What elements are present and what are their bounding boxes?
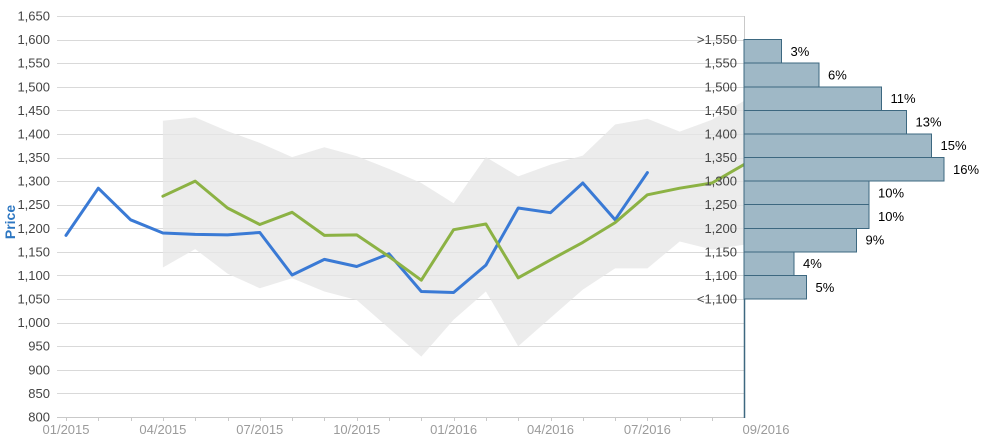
forecast-consensus-line[interactable] xyxy=(161,163,746,282)
y-axis-tick-label: 1,500 xyxy=(17,79,50,94)
histogram-bar-value-label: 13% xyxy=(916,115,942,130)
histogram-bar-value-label: 16% xyxy=(953,162,979,177)
histogram-price-label: 1,300 xyxy=(704,174,737,189)
y-axis-tick-label: 850 xyxy=(28,386,50,401)
histogram-bar-value-label: 6% xyxy=(828,67,847,82)
y-axis-tick-label: 1,450 xyxy=(17,103,50,118)
histogram-price-label: 1,250 xyxy=(704,197,737,212)
y-axis-tick-label: 900 xyxy=(28,362,50,377)
histogram-price-label: 1,150 xyxy=(704,244,737,259)
histogram-bar-value-label: 10% xyxy=(878,185,904,200)
x-axis-tick-label: 01/2016 xyxy=(430,422,477,437)
histogram-bar[interactable] xyxy=(743,275,807,300)
x-axis-tick-label: 07/2015 xyxy=(236,422,283,437)
histogram-bar-value-label: 15% xyxy=(941,138,967,153)
x-axis-tick-label: 01/2015 xyxy=(43,422,90,437)
y-axis-tick-label: 1,400 xyxy=(17,126,50,141)
histogram-bar[interactable] xyxy=(743,62,820,88)
y-axis-tick-label: 1,100 xyxy=(17,268,50,283)
histogram-price-label: 1,450 xyxy=(704,103,737,118)
histogram-bar-value-label: 4% xyxy=(803,256,822,271)
y-axis-tick-label: 1,250 xyxy=(17,197,50,212)
histogram-bar-value-label: 9% xyxy=(866,233,885,248)
y-axis-tick-label: 1,050 xyxy=(17,292,50,307)
histogram-bar[interactable] xyxy=(743,157,945,182)
y-axis-title: Price xyxy=(2,205,18,239)
histogram-price-label: 1,400 xyxy=(704,126,737,141)
x-axis-tick-label: 07/2016 xyxy=(624,422,671,437)
y-axis-tick-label: 800 xyxy=(28,410,50,425)
histogram-bar-value-label: 10% xyxy=(878,209,904,224)
histogram-price-label: 1,100 xyxy=(704,268,737,283)
histogram-bar[interactable] xyxy=(743,227,857,253)
y-axis-tick-label: 1,650 xyxy=(17,9,50,24)
histogram-price-label: 1,350 xyxy=(704,150,737,165)
y-axis-tick-label: 1,000 xyxy=(17,315,50,330)
y-axis-tick-label: 1,600 xyxy=(17,32,50,47)
histogram-price-label: <1,100 xyxy=(697,292,737,307)
historical-price-line[interactable] xyxy=(64,171,649,294)
histogram-bar[interactable] xyxy=(743,251,795,276)
y-axis-tick-label: 950 xyxy=(28,339,50,354)
y-axis-tick-label: 1,550 xyxy=(17,56,50,71)
y-axis-tick-label: 1,150 xyxy=(17,244,50,259)
y-axis-tick-label: 1,200 xyxy=(17,221,50,236)
y-axis-tick-label: 1,350 xyxy=(17,150,50,165)
histogram-price-label: 1,200 xyxy=(704,221,737,236)
forecast-date-label: 09/2016 xyxy=(743,422,790,437)
histogram-bar[interactable] xyxy=(743,86,882,111)
histogram-price-label: >1,550 xyxy=(697,32,737,47)
y-axis-tick-label: 1,300 xyxy=(17,174,50,189)
x-axis-tick-label: 10/2015 xyxy=(333,422,380,437)
histogram-bar[interactable] xyxy=(743,39,782,64)
histogram-bar[interactable] xyxy=(743,204,870,229)
histogram-bar[interactable] xyxy=(743,109,907,135)
histogram-price-label: 1,500 xyxy=(704,79,737,94)
x-axis-tick-label: 04/2015 xyxy=(139,422,186,437)
x-axis-tick-label: 04/2016 xyxy=(527,422,574,437)
histogram-bar-value-label: 11% xyxy=(891,91,916,106)
histogram-bar-value-label: 5% xyxy=(816,280,835,295)
histogram-bar[interactable] xyxy=(743,180,870,206)
histogram-bar[interactable] xyxy=(743,133,932,158)
histogram-price-label: 1,550 xyxy=(704,56,737,71)
histogram-bar-value-label: 3% xyxy=(791,44,810,59)
